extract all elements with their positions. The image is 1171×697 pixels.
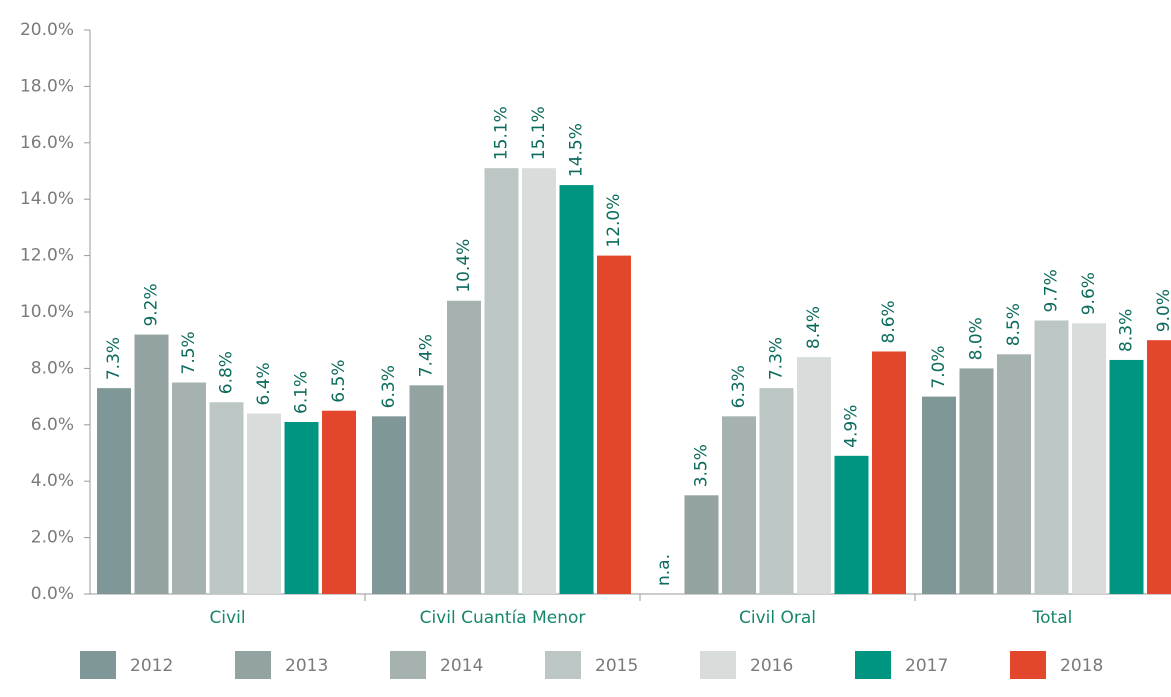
bar [997,354,1031,594]
legend-swatch [235,651,271,679]
y-tick-label: 18.0% [20,76,74,96]
data-label: 6.3% [729,365,749,408]
data-label: 15.1% [492,106,512,160]
data-label: 8.4% [804,306,824,349]
bar [759,388,794,594]
data-label: 15.1% [529,106,549,160]
y-tick-label: 10.0% [20,302,74,322]
y-tick-label: 14.0% [20,189,74,209]
bar [559,185,594,594]
bar [134,334,169,594]
data-label: n.a. [654,554,674,586]
bar [97,388,131,594]
x-tick-label: Civil Cuantía Menor [420,608,586,628]
data-label: 6.3% [379,365,399,408]
y-tick-label: 4.0% [31,471,74,491]
data-label: 7.5% [179,331,199,374]
bar [284,421,319,594]
legend-swatch [545,651,581,679]
bar [922,396,956,594]
y-tick-label: 6.0% [31,415,74,435]
legend-swatch [80,651,116,679]
bar [1109,359,1144,594]
data-label: 12.0% [604,194,624,248]
bar [1147,340,1171,594]
bar [484,168,519,594]
legend-swatch [700,651,736,679]
bar [834,455,869,594]
data-label: 4.9% [842,405,862,448]
y-tick-label: 12.0% [20,246,74,266]
bar [409,385,444,594]
data-label: 6.8% [217,351,237,394]
legend-label: 2017 [905,656,948,676]
legend-label: 2014 [440,656,483,676]
legend-label: 2018 [1060,656,1103,676]
data-label: 3.5% [692,444,712,487]
y-tick-label: 8.0% [31,358,74,378]
legend-label: 2015 [595,656,638,676]
data-label: 6.5% [329,359,349,402]
data-label: 8.6% [879,300,899,343]
data-label: 9.2% [142,283,162,326]
data-label: 8.5% [1004,303,1024,346]
data-label: 8.0% [967,317,987,360]
bar [797,357,831,594]
y-tick-label: 20.0% [20,20,74,40]
bar [447,300,481,594]
data-label: 14.5% [567,123,587,177]
bar [959,368,994,594]
bar [372,416,406,594]
legend-label: 2013 [285,656,328,676]
bar [1034,320,1069,594]
data-label: 7.4% [417,334,437,377]
legend-swatch [390,651,426,679]
y-tick-label: 2.0% [31,528,74,548]
bar [172,382,206,594]
data-label: 9.7% [1042,269,1062,312]
bar [209,402,244,594]
bar [247,413,281,594]
legend-swatch [1010,651,1046,679]
bar [872,351,906,594]
bar [684,495,719,594]
bar [597,255,631,594]
data-label: 10.4% [454,239,474,293]
data-label: 7.3% [767,337,787,380]
data-label: 7.3% [104,337,124,380]
x-tick-label: Civil [209,608,245,628]
x-tick-label: Total [1032,608,1073,628]
legend-label: 2016 [750,656,793,676]
data-label: 9.0% [1154,289,1171,332]
bar [1072,323,1106,594]
data-label: 7.0% [929,345,949,388]
bar [522,168,556,594]
bar [322,410,356,594]
data-label: 6.4% [254,362,274,405]
legend-label: 2012 [130,656,173,676]
data-label: 6.1% [292,371,312,414]
data-label: 8.3% [1117,309,1137,352]
x-tick-label: Civil Oral [739,608,816,628]
y-tick-label: 0.0% [31,584,74,604]
bar [722,416,756,594]
legend-swatch [855,651,891,679]
y-tick-label: 16.0% [20,133,74,153]
data-label: 9.6% [1079,272,1099,315]
